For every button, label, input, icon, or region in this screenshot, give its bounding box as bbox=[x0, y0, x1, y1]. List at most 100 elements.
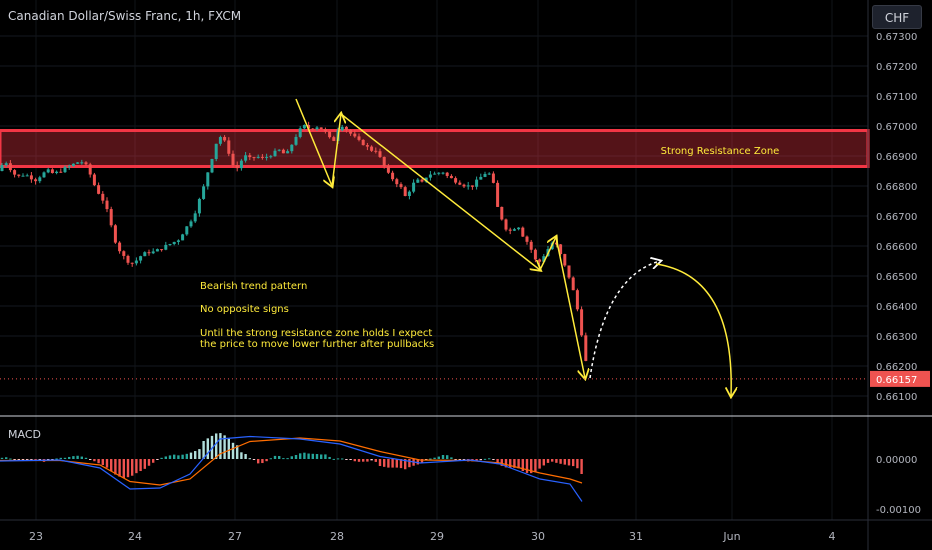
currency-button[interactable]: CHF bbox=[872, 5, 922, 29]
macd-histogram-bar bbox=[420, 459, 424, 464]
candle-bear bbox=[365, 145, 369, 147]
price-tick-label: 0.67300 bbox=[876, 32, 917, 43]
candle-bear bbox=[126, 255, 130, 263]
macd-histogram-bar bbox=[257, 459, 260, 464]
macd-histogram-bar bbox=[168, 455, 172, 459]
candle-bull bbox=[197, 198, 201, 214]
candle-bull bbox=[466, 185, 470, 187]
candle-bull bbox=[265, 156, 269, 158]
macd-histogram-bar bbox=[307, 453, 310, 459]
macd-histogram-bar bbox=[110, 459, 113, 472]
macd-histogram-bar bbox=[265, 459, 268, 462]
candle-bear bbox=[319, 127, 323, 130]
candle-bull bbox=[437, 172, 441, 174]
macd-histogram-bar bbox=[143, 459, 146, 469]
macd-histogram-bar bbox=[202, 441, 205, 459]
macd-histogram-bar bbox=[185, 453, 188, 459]
symbol-title: Canadian Dollar/Swiss Franc, 1h, FXCM bbox=[8, 9, 242, 23]
candle-bear bbox=[223, 137, 227, 141]
macd-histogram-bar bbox=[89, 459, 92, 460]
time-tick-label: 31 bbox=[629, 530, 643, 543]
macd-histogram-bar bbox=[38, 459, 41, 461]
time-tick-label: Jun bbox=[722, 530, 740, 543]
note-no-opposite: No opposite signs bbox=[200, 304, 289, 315]
candle-bull bbox=[155, 249, 159, 252]
macd-histogram-bar bbox=[101, 459, 104, 466]
price-tick-label: 0.67000 bbox=[876, 122, 917, 133]
candle-bull bbox=[214, 143, 218, 160]
time-tick-label: 28 bbox=[330, 530, 344, 543]
macd-histogram-bar bbox=[299, 453, 302, 459]
candle-bear bbox=[231, 153, 235, 166]
macd-histogram-bar bbox=[408, 459, 411, 468]
macd-histogram-bar bbox=[63, 457, 67, 459]
candle-bull bbox=[25, 175, 29, 177]
macd-histogram-bar bbox=[504, 459, 508, 468]
candle-bull bbox=[193, 213, 197, 222]
macd-histogram-bar bbox=[294, 455, 298, 459]
macd-histogram-bar bbox=[391, 459, 394, 468]
candle-bull bbox=[63, 167, 67, 173]
macd-histogram-bar bbox=[0, 457, 4, 459]
macd-histogram-bar bbox=[374, 459, 377, 462]
macd-histogram-bar bbox=[244, 454, 247, 459]
candle-bear bbox=[118, 242, 122, 252]
candle-bull bbox=[302, 125, 306, 129]
trend-arrows bbox=[295, 98, 585, 378]
price-tick-label: 0.66800 bbox=[876, 182, 917, 193]
note-bearish: Bearish trend pattern bbox=[200, 281, 308, 292]
candle-bull bbox=[206, 172, 210, 187]
macd-histogram-bar bbox=[47, 459, 50, 461]
macd-histogram-bar bbox=[173, 454, 176, 459]
candle-bear bbox=[130, 262, 134, 264]
macd-tick-label: 0.00000 bbox=[876, 455, 917, 466]
macd-histogram-bar bbox=[236, 445, 239, 459]
macd-histogram-bar bbox=[252, 459, 256, 460]
candle-bear bbox=[357, 136, 361, 140]
candle-bull bbox=[542, 256, 546, 262]
macd-histogram-bar bbox=[580, 459, 583, 474]
macd-histogram-bar bbox=[30, 459, 33, 461]
macd-histogram-bar bbox=[324, 454, 327, 459]
candle-bull bbox=[256, 156, 260, 158]
candle-bull bbox=[202, 186, 206, 199]
candle-bull bbox=[512, 229, 516, 231]
candle-bull bbox=[487, 173, 491, 175]
macd-histogram-bar bbox=[194, 451, 197, 459]
candle-bull bbox=[315, 127, 319, 130]
macd-histogram-bar bbox=[546, 459, 550, 463]
macd-histogram-bar bbox=[328, 456, 331, 459]
macd-histogram-bar bbox=[555, 459, 558, 463]
candle-bull bbox=[134, 260, 138, 264]
candle-bear bbox=[521, 227, 525, 237]
zone-label: Strong Resistance Zone bbox=[661, 146, 780, 157]
price-tick-label: 0.67200 bbox=[876, 62, 917, 73]
macd-histogram-bar bbox=[248, 458, 251, 460]
price-tick-label: 0.66300 bbox=[876, 332, 917, 343]
candle-bear bbox=[101, 193, 105, 201]
trend-arrow bbox=[295, 98, 332, 186]
candle-bull bbox=[71, 163, 75, 167]
projection-paths bbox=[589, 261, 731, 396]
candle-bull bbox=[143, 252, 147, 257]
candle-bear bbox=[8, 163, 12, 171]
candle-bear bbox=[252, 157, 256, 159]
candle-bear bbox=[281, 149, 285, 154]
macd-histogram-bar bbox=[114, 459, 117, 475]
macd-histogram-bar bbox=[122, 459, 125, 478]
price-tick-label: 0.67100 bbox=[876, 92, 917, 103]
current-price-tag bbox=[870, 370, 930, 387]
candle-bear bbox=[235, 165, 239, 169]
candle-bear bbox=[92, 174, 96, 186]
candles bbox=[0, 121, 588, 362]
macd-histogram-bar bbox=[261, 459, 264, 464]
macd-histogram-bar bbox=[164, 456, 167, 459]
candle-bear bbox=[403, 187, 407, 197]
macd-histogram-bar bbox=[429, 458, 432, 460]
macd-histogram-bar bbox=[198, 449, 201, 459]
time-tick-label: 23 bbox=[29, 530, 43, 543]
candle-bear bbox=[382, 156, 386, 167]
price-grid bbox=[0, 0, 868, 520]
